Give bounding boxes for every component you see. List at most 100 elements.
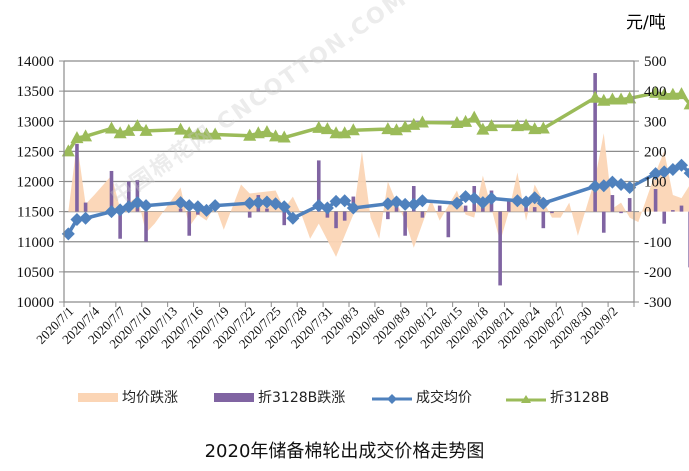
left-axis-label: 11000 — [17, 235, 54, 251]
legend: 均价跌涨 折3128B跌涨 成交均价 折3128B — [78, 386, 638, 408]
bar — [342, 211, 347, 221]
right-axis-label: -100 — [644, 235, 672, 251]
right-axis-labels: 500 400 300 200 100 0 -100 -200 -300 — [644, 54, 672, 311]
diamond-marker-icon — [675, 158, 688, 172]
triangle-marker-icon — [260, 125, 274, 138]
bar — [83, 202, 88, 212]
bar-swatch-icon — [214, 392, 254, 402]
triangle-marker-icon — [649, 85, 663, 98]
bar — [135, 179, 140, 212]
area-swatch-icon — [78, 392, 118, 402]
bar — [653, 189, 658, 212]
triangle-marker-icon — [139, 123, 153, 136]
diamond-marker-icon — [182, 199, 196, 213]
diamond-marker-icon — [243, 196, 257, 210]
right-axis-label: 300 — [644, 114, 667, 130]
legend-label: 折3128B跌涨 — [258, 390, 346, 406]
triangle-marker-icon — [623, 91, 637, 104]
triangle-line-icon — [506, 392, 546, 403]
area-fill — [68, 133, 689, 257]
bar — [463, 205, 468, 212]
bar — [334, 211, 338, 229]
legend-item-3128b: 折3128B — [506, 386, 609, 408]
diamond-marker-icon — [528, 191, 542, 205]
left-axis-label: 10500 — [17, 265, 55, 281]
triangle-marker-icon — [182, 126, 196, 139]
legend-item-3128b-change: 折3128B跌涨 — [214, 386, 345, 408]
bar — [109, 170, 114, 212]
bar — [506, 199, 511, 212]
bar — [178, 208, 183, 212]
diamond-marker-icon — [450, 196, 464, 210]
series-3128b-change-bars — [75, 73, 689, 286]
diamond-marker-icon — [70, 212, 84, 226]
legend-label: 均价跌涨 — [122, 390, 178, 406]
diamond-marker-icon — [415, 194, 429, 208]
triangle-marker-icon — [485, 119, 498, 132]
triangle-marker-icon — [61, 144, 75, 157]
left-axis-label: 11500 — [17, 205, 54, 221]
chart-title: 2020年储备棉轮出成交价格走势图 — [204, 441, 485, 462]
triangle-marker-icon — [683, 99, 689, 110]
triangle-marker-icon — [320, 122, 334, 135]
triangle-marker-icon — [191, 127, 205, 140]
axes — [59, 60, 639, 307]
unit-label: 元/吨 — [626, 13, 666, 33]
left-axis-label: 10000 — [17, 295, 55, 311]
legend-item-avg-change: 均价跌涨 — [78, 386, 178, 408]
diamond-marker-icon — [251, 196, 265, 210]
diamond-marker-icon — [485, 191, 498, 205]
diamond-marker-icon — [346, 201, 360, 215]
triangle-marker-icon — [415, 115, 429, 128]
diamond-marker-icon — [536, 196, 550, 210]
legend-item-avg-price: 成交均价 — [372, 386, 472, 408]
series-3128b-line — [61, 85, 689, 157]
diamond-marker-icon — [139, 199, 153, 213]
bar — [437, 205, 442, 212]
diamond-marker-icon — [105, 205, 118, 219]
triangle-marker-icon — [122, 123, 136, 136]
diamond-marker-icon — [649, 167, 663, 181]
bar — [75, 143, 79, 212]
bar — [144, 211, 148, 242]
diamond-marker-icon — [61, 227, 75, 241]
bar — [386, 211, 390, 220]
diamond-line-icon — [372, 392, 412, 404]
bar — [550, 211, 554, 214]
triangle-marker-icon — [269, 129, 283, 142]
diamond-marker-icon — [329, 194, 343, 208]
right-axis-label: 400 — [644, 84, 667, 100]
triangle-marker-icon — [277, 130, 291, 143]
diamond-marker-icon — [623, 181, 637, 195]
triangle-marker-icon — [519, 118, 533, 131]
bar — [187, 211, 192, 236]
bar — [662, 211, 667, 224]
right-axis-label: -300 — [644, 295, 672, 311]
bar — [316, 160, 321, 212]
diamond-marker-icon — [208, 199, 222, 213]
bar — [420, 211, 425, 218]
left-axis-label: 12000 — [17, 175, 55, 191]
diamond-marker-icon — [79, 211, 93, 225]
bar — [325, 211, 330, 218]
left-axis-labels: 14000 13500 13000 12500 12000 11500 11000 10500… — [17, 54, 55, 311]
diamond-marker-icon — [381, 197, 395, 211]
triangle-marker-icon — [467, 110, 481, 123]
bar — [532, 207, 537, 212]
diamond-marker-icon — [277, 200, 291, 214]
triangle-marker-icon — [510, 119, 524, 132]
legend-label: 折3128B — [550, 390, 610, 406]
right-axis-label: -200 — [644, 265, 672, 281]
triangle-marker-icon — [200, 127, 213, 140]
diamond-marker-icon — [459, 190, 473, 204]
bar — [679, 205, 684, 212]
bar — [282, 211, 287, 226]
left-axis-label: 13000 — [17, 114, 55, 130]
right-axis-label: 100 — [644, 175, 667, 191]
triangle-marker-icon — [588, 90, 602, 103]
bar — [118, 211, 122, 239]
right-axis-label: 200 — [644, 144, 667, 160]
triangle-marker-icon — [476, 122, 490, 135]
diamond-marker-icon — [286, 211, 300, 225]
